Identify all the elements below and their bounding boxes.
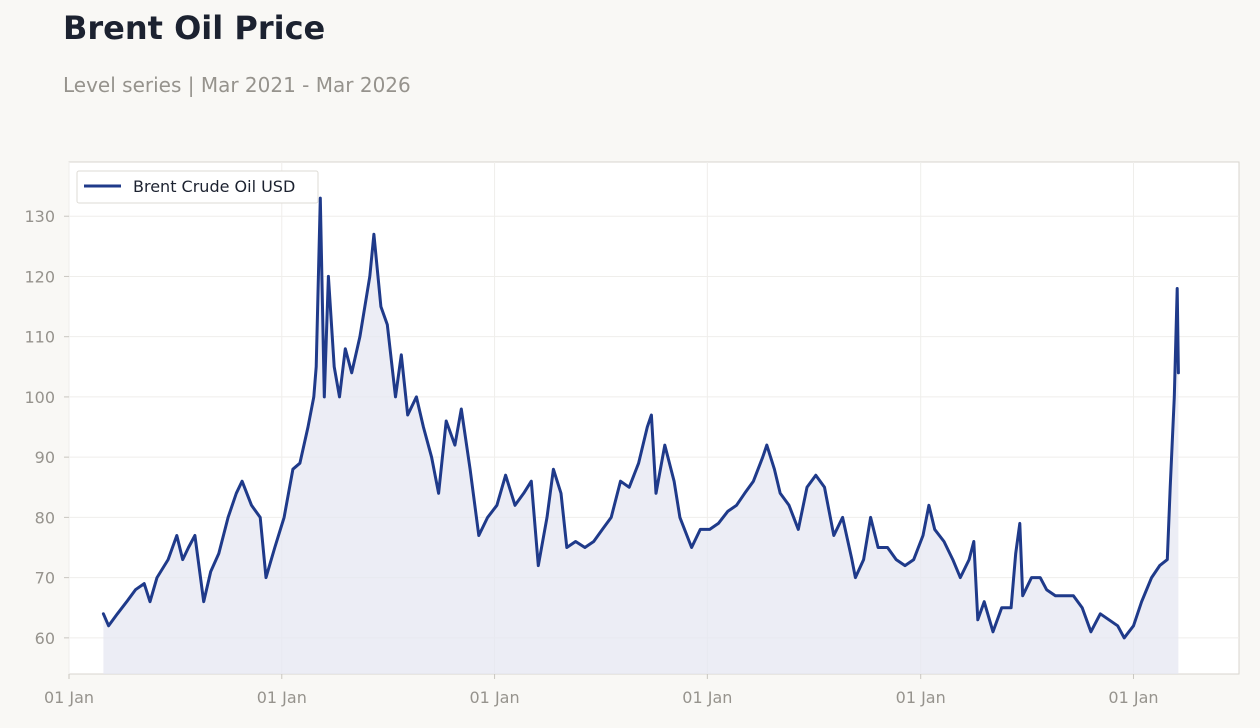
legend: Brent Crude Oil USD — [76, 170, 319, 204]
legend-box — [76, 170, 319, 204]
x-tick-label: 01 Jan — [682, 688, 732, 707]
x-tick-label: 01 Jan — [257, 688, 307, 707]
y-tick-label: 90 — [35, 448, 55, 467]
y-tick-label: 100 — [24, 388, 55, 407]
x-tick-label: 01 Jan — [1108, 688, 1158, 707]
y-tick-label: 60 — [35, 629, 55, 648]
y-tick-label: 120 — [24, 267, 55, 286]
x-tick-label: 01 Jan — [896, 688, 946, 707]
legend-label: Brent Crude Oil USD — [133, 177, 295, 196]
x-axis-ticks: 01 Jan 01 Jan 01 Jan 01 Jan 01 Jan 01 Jan — [44, 674, 1159, 707]
y-axis-ticks: 60 70 80 90 100 110 120 130 — [24, 207, 69, 648]
page-title: Brent Oil Price — [63, 9, 326, 47]
series-line — [101, 196, 1180, 640]
x-tick-label: 01 Jan — [44, 688, 94, 707]
y-tick-label: 80 — [35, 508, 55, 527]
y-tick-label: 110 — [24, 328, 55, 347]
x-tick-label: 01 Jan — [470, 688, 520, 707]
page-subtitle: Level series | Mar 2021 - Mar 2026 — [63, 73, 411, 97]
series-area — [103, 198, 1179, 674]
y-tick-label: 70 — [35, 569, 55, 588]
y-tick-label: 130 — [24, 207, 55, 226]
